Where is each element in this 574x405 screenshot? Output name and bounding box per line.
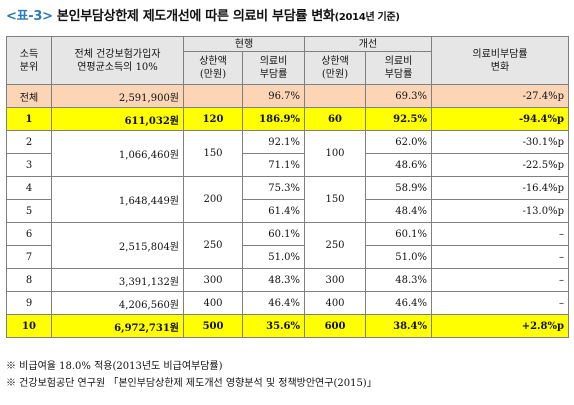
burden-table: 소득 분위 전체 건강보험가입자 연평균소득의 10% 현행 개선 의료비부담률…	[6, 36, 569, 338]
cell-current-cap: 400	[183, 291, 243, 315]
cell-change: –	[431, 268, 569, 292]
header-decile: 소득 분위	[6, 36, 52, 85]
header-current-burden: 의료비 부담률	[242, 51, 305, 85]
cell-current-burden: 96.7%	[242, 84, 305, 108]
title-text: 본인부담상한제 제도개선에 따른 의료비 부담률 변화	[52, 9, 335, 24]
cell-change: -22.5%p	[431, 153, 569, 177]
footnote-source: ※ 건강보험공단 연구원 「본인부담상한제 제도개선 영향분석 및 정책방안연구…	[6, 378, 377, 389]
cell-income: 3,391,132원	[51, 268, 184, 292]
cell-income: 1,648,449원	[51, 176, 184, 223]
cell-income: 611,032원	[51, 107, 184, 131]
cell-current-cap: 200	[183, 176, 243, 223]
cell-current-burden: 92.1%	[242, 130, 305, 154]
cell-improved-cap: 60	[304, 107, 366, 131]
table-row-decile-8: 8 3,391,132원 300 48.3% 300 48.3% –	[6, 268, 569, 292]
header-group-current: 현행	[183, 36, 305, 52]
cell-current-cap: 150	[183, 130, 243, 177]
cell-improved-burden: 69.3%	[365, 84, 432, 108]
cell-current-cap: 300	[183, 268, 243, 292]
cell-income: 6,972,731원	[51, 314, 184, 338]
cell-current-burden: 48.3%	[242, 268, 305, 292]
cell-change: –	[431, 222, 569, 246]
header-change: 의료비부담률 변화	[431, 36, 569, 85]
cell-improved-burden: 46.4%	[365, 291, 432, 315]
footnotes: ※ 비급여율 18.0% 적용(2013년도 비급여부담률) ※ 건강보험공단 …	[6, 358, 377, 392]
cell-decile: 2	[6, 130, 52, 154]
cell-decile: 3	[6, 153, 52, 177]
cell-income: 1,066,460원	[51, 130, 184, 177]
cell-decile: 전체	[6, 84, 52, 108]
table-row-total: 전체 2,591,900원 96.7% 69.3% -27.4%p	[6, 84, 569, 108]
cell-current-burden: 71.1%	[242, 153, 305, 177]
header-current-cap: 상한액 (만원)	[183, 51, 243, 85]
cell-income: 4,206,560원	[51, 291, 184, 315]
cell-change: -30.1%p	[431, 130, 569, 154]
cell-income: 2,591,900원	[51, 84, 184, 108]
cell-improved-cap: 100	[304, 130, 366, 177]
cell-improved-cap: 250	[304, 222, 366, 269]
cell-current-burden: 61.4%	[242, 199, 305, 223]
cell-improved-cap: 600	[304, 314, 366, 338]
table-title: <표-3> 본인부담상한제 제도개선에 따른 의료비 부담률 변화(2014년 …	[6, 6, 400, 28]
cell-improved-burden: 62.0%	[365, 130, 432, 154]
cell-improved-cap: 300	[304, 268, 366, 292]
cell-improved-burden: 48.6%	[365, 153, 432, 177]
header-group-improved: 개선	[304, 36, 432, 52]
cell-current-burden: 75.3%	[242, 176, 305, 200]
header-income: 전체 건강보험가입자 연평균소득의 10%	[51, 36, 184, 85]
cell-income: 2,515,804원	[51, 222, 184, 269]
table-number: <표-3>	[6, 9, 53, 24]
cell-current-cap: 500	[183, 314, 243, 338]
cell-current-cap: 250	[183, 222, 243, 269]
footnote-noncovered-rate: ※ 비급여율 18.0% 적용(2013년도 비급여부담률)	[6, 361, 223, 372]
cell-change: –	[431, 245, 569, 269]
cell-improved-burden: 58.9%	[365, 176, 432, 200]
cell-current-cap	[183, 84, 243, 108]
title-year-note: (2014년 기준)	[334, 12, 400, 23]
cell-change: -94.4%p	[431, 107, 569, 131]
cell-current-cap: 120	[183, 107, 243, 131]
cell-decile: 7	[6, 245, 52, 269]
cell-current-burden: 35.6%	[242, 314, 305, 338]
cell-current-burden: 186.9%	[242, 107, 305, 131]
table-row-decile-10: 10 6,972,731원 500 35.6% 600 38.4% +2.8%p	[6, 314, 569, 338]
cell-decile: 1	[6, 107, 52, 131]
cell-improved-burden: 92.5%	[365, 107, 432, 131]
cell-current-burden: 51.0%	[242, 245, 305, 269]
cell-current-burden: 46.4%	[242, 291, 305, 315]
cell-improved-burden: 60.1%	[365, 222, 432, 246]
cell-change: -27.4%p	[431, 84, 569, 108]
cell-improved-burden: 51.0%	[365, 245, 432, 269]
table-row-decile-3: 3 71.1% 48.6% -22.5%p	[6, 153, 569, 177]
cell-improved-burden: 48.4%	[365, 199, 432, 223]
table-row-decile-4: 4 1,648,449원 200 75.3% 150 58.9% -16.4%p	[6, 176, 569, 223]
table-row-decile-7: 7 51.0% 51.0% –	[6, 245, 569, 269]
cell-decile: 8	[6, 268, 52, 292]
cell-change: -13.0%p	[431, 199, 569, 223]
cell-decile: 9	[6, 291, 52, 315]
cell-change: –	[431, 291, 569, 315]
cell-current-burden: 60.1%	[242, 222, 305, 246]
cell-improved-burden: 38.4%	[365, 314, 432, 338]
cell-improved-cap: 400	[304, 291, 366, 315]
cell-decile: 6	[6, 222, 52, 246]
cell-decile: 4	[6, 176, 52, 200]
cell-decile: 5	[6, 199, 52, 223]
cell-change: +2.8%p	[431, 314, 569, 338]
table-row-decile-2: 2 1,066,460원 150 92.1% 100 62.0% -30.1%p	[6, 130, 569, 177]
cell-improved-cap	[304, 84, 366, 108]
cell-change: -16.4%p	[431, 176, 569, 200]
table-row-decile-9: 9 4,206,560원 400 46.4% 400 46.4% –	[6, 291, 569, 315]
table-row-decile-6: 6 2,515,804원 250 60.1% 250 60.1% –	[6, 222, 569, 269]
header-improved-burden: 의료비 부담률	[365, 51, 432, 85]
table-row-decile-1: 1 611,032원 120 186.9% 60 92.5% -94.4%p	[6, 107, 569, 131]
cell-decile: 10	[6, 314, 52, 338]
header-improved-cap: 상한액 (만원)	[304, 51, 366, 85]
cell-improved-cap: 150	[304, 176, 366, 223]
cell-improved-burden: 48.3%	[365, 268, 432, 292]
